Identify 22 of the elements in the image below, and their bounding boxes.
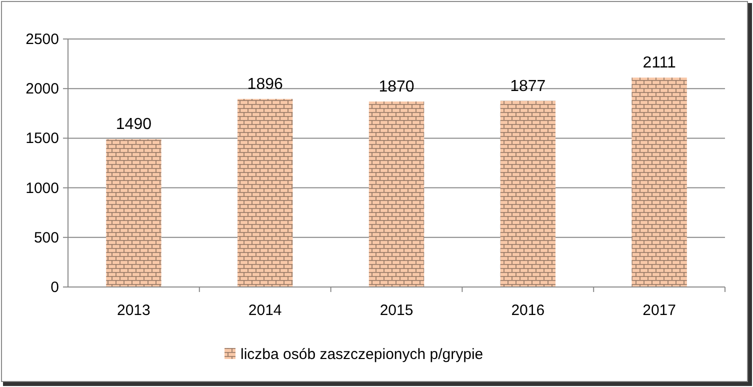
y-tick-label: 500 xyxy=(34,229,59,246)
data-label: 1870 xyxy=(378,78,414,96)
bar xyxy=(632,78,687,287)
bar xyxy=(238,98,293,287)
y-tick-label: 2500 xyxy=(26,31,59,48)
legend-label: liczba osób zaszczepionych p/grypie xyxy=(240,346,484,363)
x-tick-label: 2013 xyxy=(117,302,150,319)
data-label: 2111 xyxy=(642,54,676,72)
x-tick-label: 2014 xyxy=(248,302,282,319)
x-tick-label: 2015 xyxy=(380,302,414,319)
x-tick-label: 2017 xyxy=(642,302,676,319)
bar xyxy=(368,101,424,287)
x-tick-label: 2016 xyxy=(511,302,545,319)
y-tick-label: 0 xyxy=(50,279,59,296)
y-tick-label: 1500 xyxy=(26,130,59,148)
y-tick-label: 1000 xyxy=(26,180,59,197)
data-label: 1877 xyxy=(510,78,546,95)
data-label: 1896 xyxy=(247,76,283,93)
y-tick-label: 2000 xyxy=(26,80,59,98)
data-label: 1490 xyxy=(116,116,152,134)
bar xyxy=(106,139,162,287)
bar xyxy=(500,100,556,287)
